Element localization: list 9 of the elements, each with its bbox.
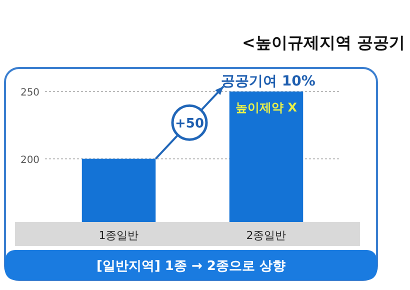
x-tick-label: 2종일반 [246, 229, 286, 242]
annotation: 높이제약 X [236, 100, 298, 115]
y-tick-label: 250 [20, 88, 40, 99]
text: [일반지역] 1종 → 2종으로 상향 [96, 259, 286, 274]
annotation: 공공기여 10% [221, 74, 316, 90]
annotation: +50 [175, 116, 204, 132]
x-tick-label: 1종일반 [98, 229, 139, 242]
y-tick-label: 200 [20, 154, 40, 166]
chart-title: <높이규제지역 공공기 [242, 33, 405, 52]
